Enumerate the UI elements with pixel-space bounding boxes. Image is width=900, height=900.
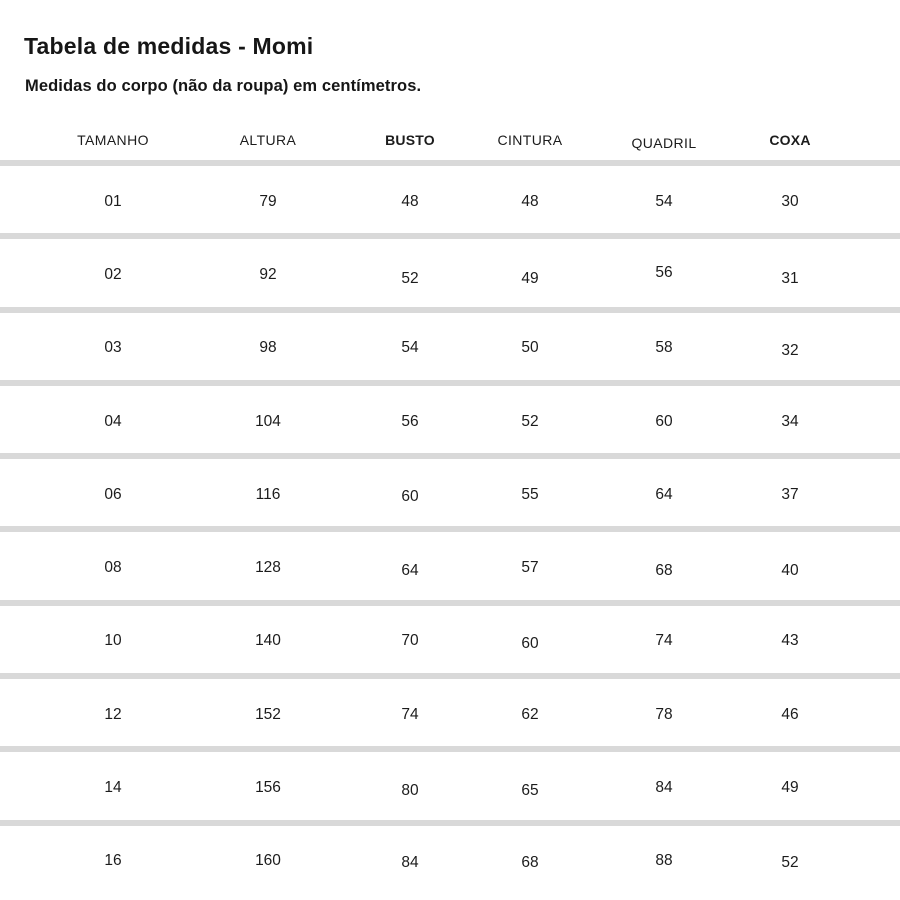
measure-value: 140 — [255, 632, 281, 650]
table-header-row: TAMANHO ALTURA BUSTO CINTURA QUADRIL COXA — [0, 120, 900, 160]
table-body: 01 79 48 48 54 30 02 92 52 49 56 31 03 98 54 50 58 32 04 10… — [0, 160, 900, 893]
table-row: 14 156 80 65 84 49 — [0, 746, 900, 820]
table-row: 12 152 74 62 78 46 — [0, 673, 900, 747]
measure-value: 60 — [521, 635, 539, 653]
measure-value: 34 — [781, 412, 799, 430]
measure-value: 52 — [781, 854, 799, 872]
measure-value: 84 — [401, 854, 419, 872]
measure-value: 65 — [521, 782, 539, 800]
size-value: 01 — [104, 192, 122, 210]
size-value: 03 — [104, 339, 122, 357]
column-header-altura: ALTURA — [239, 132, 297, 148]
measure-value: 98 — [259, 339, 277, 357]
measure-value: 79 — [259, 192, 277, 210]
size-value: 16 — [104, 852, 122, 870]
measure-value: 88 — [655, 852, 673, 870]
measure-value: 128 — [255, 559, 281, 577]
measure-value: 156 — [255, 779, 281, 797]
measure-value: 62 — [521, 705, 539, 723]
measure-value: 50 — [521, 339, 539, 357]
column-header-quadril: QUADRIL — [631, 135, 697, 151]
size-value: 12 — [104, 705, 122, 723]
size-value: 08 — [104, 559, 122, 577]
measure-value: 40 — [781, 562, 799, 580]
size-value: 04 — [104, 412, 122, 430]
measure-value: 57 — [521, 559, 539, 577]
table-row: 02 92 52 49 56 31 — [0, 233, 900, 307]
measure-value: 48 — [401, 192, 419, 210]
table-row: 01 79 48 48 54 30 — [0, 160, 900, 234]
page-subtitle: Medidas do corpo (não da roupa) em centí… — [25, 77, 422, 95]
measure-value: 55 — [521, 485, 539, 503]
measure-value: 56 — [401, 412, 419, 430]
measure-value: 37 — [781, 485, 799, 503]
measure-value: 78 — [655, 705, 673, 723]
table-row: 10 140 70 60 74 43 — [0, 599, 900, 674]
measure-value: 160 — [255, 852, 281, 870]
measure-value: 49 — [781, 779, 799, 797]
size-value: 14 — [104, 779, 122, 797]
column-header-tamanho: TAMANHO — [77, 132, 149, 148]
measure-value: 60 — [401, 487, 419, 505]
measure-value: 31 — [781, 269, 799, 287]
column-header-busto: BUSTO — [385, 132, 435, 148]
measure-value: 48 — [521, 192, 539, 210]
measure-value: 74 — [655, 632, 673, 650]
measure-value: 64 — [655, 485, 673, 503]
size-table: TAMANHO ALTURA BUSTO CINTURA QUADRIL COXA 01 7… — [0, 120, 900, 893]
column-header-coxa: COXA — [769, 132, 811, 148]
measure-value: 84 — [655, 779, 673, 797]
size-value: 10 — [104, 632, 122, 650]
table-row: 03 98 54 50 58 32 — [0, 306, 900, 380]
measure-value: 70 — [401, 632, 419, 650]
measure-value: 56 — [655, 263, 673, 281]
measure-value: 80 — [401, 782, 419, 800]
page-title: Tabela de medidas - Momi — [24, 33, 314, 59]
size-value: 06 — [104, 485, 122, 503]
measure-value: 116 — [255, 485, 281, 503]
measure-value: 54 — [401, 339, 419, 357]
measure-value: 49 — [521, 269, 539, 287]
size-value: 02 — [104, 265, 122, 283]
table-row: 08 128 64 57 68 40 — [0, 526, 900, 600]
measure-value: 46 — [781, 705, 799, 723]
measure-value: 54 — [655, 192, 673, 210]
table-row: 16 160 84 68 88 52 — [0, 819, 900, 893]
measure-value: 52 — [521, 412, 539, 430]
table-row: 04 104 56 52 60 34 — [0, 379, 900, 454]
measure-value: 68 — [655, 562, 673, 580]
measure-value: 43 — [781, 632, 799, 650]
measure-value: 32 — [781, 342, 799, 360]
measure-value: 152 — [255, 705, 281, 723]
measure-value: 64 — [401, 562, 419, 580]
measure-value: 104 — [255, 412, 281, 430]
table-row: 06 116 60 55 64 37 — [0, 453, 900, 527]
measure-value: 92 — [259, 265, 277, 283]
column-header-cintura: CINTURA — [497, 132, 563, 148]
measure-value: 60 — [655, 412, 673, 430]
measure-value: 68 — [521, 854, 539, 872]
measure-value: 74 — [401, 705, 419, 723]
measure-value: 52 — [401, 269, 419, 287]
measure-value: 30 — [781, 192, 799, 210]
measure-value: 58 — [655, 339, 673, 357]
